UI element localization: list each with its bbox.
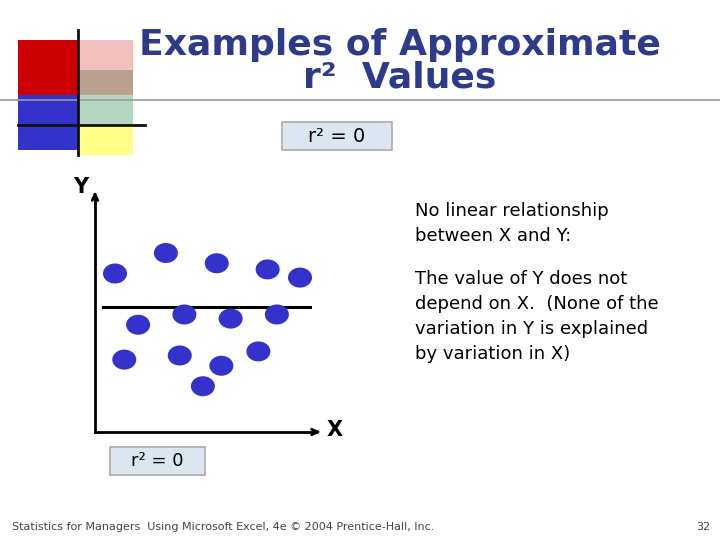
Ellipse shape xyxy=(246,341,271,361)
Text: The value of Y does not
depend on X.  (None of the
variation in Y is explained
b: The value of Y does not depend on X. (No… xyxy=(415,270,659,363)
Ellipse shape xyxy=(204,253,229,273)
Ellipse shape xyxy=(154,243,178,263)
Ellipse shape xyxy=(103,264,127,284)
Bar xyxy=(78,70,133,125)
Ellipse shape xyxy=(288,268,312,288)
Ellipse shape xyxy=(191,376,215,396)
Text: Examples of Approximate: Examples of Approximate xyxy=(139,28,661,62)
Ellipse shape xyxy=(172,305,197,325)
Bar xyxy=(78,125,133,155)
Text: r² = 0: r² = 0 xyxy=(131,452,184,470)
Bar xyxy=(18,40,78,95)
Text: No linear relationship
between X and Y:: No linear relationship between X and Y: xyxy=(415,202,608,245)
Ellipse shape xyxy=(256,259,279,279)
FancyBboxPatch shape xyxy=(110,447,205,475)
Bar xyxy=(78,40,133,95)
Ellipse shape xyxy=(265,305,289,325)
Bar xyxy=(18,120,78,150)
Text: X: X xyxy=(327,420,343,440)
Text: r² = 0: r² = 0 xyxy=(308,126,366,145)
Ellipse shape xyxy=(112,349,136,369)
Ellipse shape xyxy=(168,346,192,366)
Text: 32: 32 xyxy=(696,522,710,532)
Text: Y: Y xyxy=(73,177,89,197)
Bar xyxy=(18,95,78,150)
Ellipse shape xyxy=(219,308,243,329)
Ellipse shape xyxy=(210,356,233,376)
FancyBboxPatch shape xyxy=(282,122,392,150)
Ellipse shape xyxy=(126,315,150,335)
Text: r²  Values: r² Values xyxy=(303,60,497,94)
Text: Statistics for Managers  Using Microsoft Excel, 4e © 2004 Prentice-Hall, Inc.: Statistics for Managers Using Microsoft … xyxy=(12,522,434,532)
